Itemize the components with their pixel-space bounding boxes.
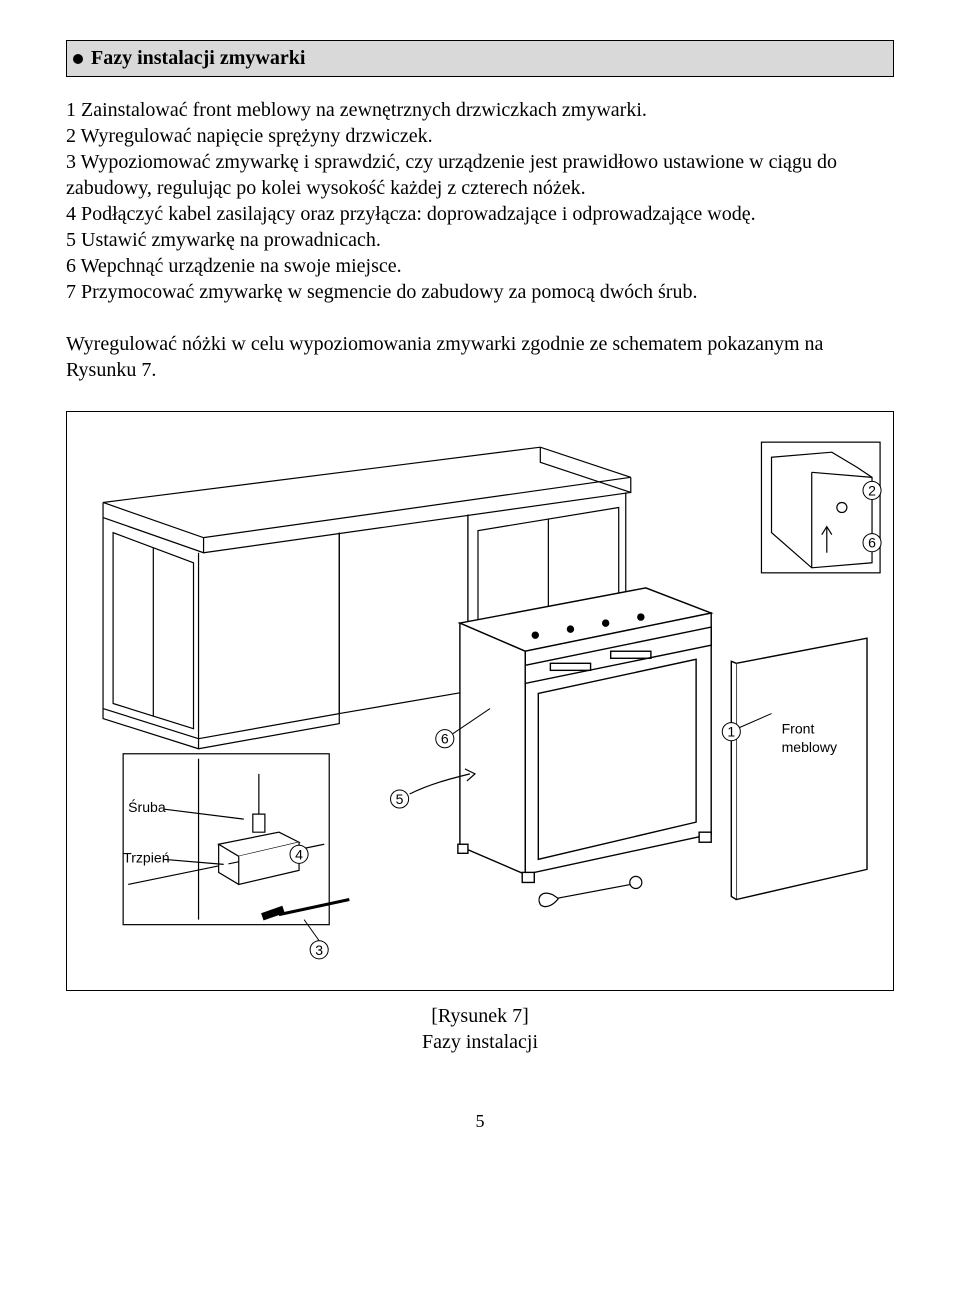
note-text: Wyregulować nóżki w celu wypoziomowania … [66, 331, 894, 383]
page: Fazy instalacji zmywarki 1 Zainstalować … [0, 0, 960, 1162]
callout-2: 2 [868, 482, 876, 498]
callout-1: 1 [727, 724, 735, 740]
step-5: 5 Ustawić zmywarkę na prowadnicach. [66, 227, 894, 253]
figure-svg: 1 Front meblowy 2 6 [67, 412, 893, 990]
step-4: 4 Podłączyć kabel zasilający oraz przyłą… [66, 201, 894, 227]
page-number: 5 [66, 1111, 894, 1132]
step-6: 6 Wepchnąć urządzenie na swoje miejsce. [66, 253, 894, 279]
caption-line2: Fazy instalacji [66, 1029, 894, 1055]
step-7: 7 Przymocować zmywarkę w segmencie do za… [66, 279, 894, 305]
step-3: 3 Wypoziomować zmywarkę i sprawdzić, czy… [66, 149, 894, 201]
figure-caption: [Rysunek 7] Fazy instalacji [66, 1003, 894, 1055]
callout-3: 3 [315, 942, 323, 958]
figure-7: 1 Front meblowy 2 6 [66, 411, 894, 991]
callout-6: 6 [441, 731, 449, 747]
label-front-2: meblowy [782, 739, 837, 755]
caption-line1: [Rysunek 7] [66, 1003, 894, 1029]
step-2: 2 Wyregulować napięcie sprężyny drzwicze… [66, 123, 894, 149]
label-front-1: Front [782, 721, 815, 737]
callout-6-top: 6 [868, 535, 876, 551]
section-header-bar: Fazy instalacji zmywarki [66, 40, 894, 77]
steps-block: 1 Zainstalować front meblowy na zewnętrz… [66, 97, 894, 305]
section-title: Fazy instalacji zmywarki [91, 47, 305, 70]
label-trzpien: Trzpień [123, 849, 169, 865]
callout-5: 5 [396, 791, 404, 807]
label-sruba: Śruba [128, 798, 166, 815]
step-1: 1 Zainstalować front meblowy na zewnętrz… [66, 97, 894, 123]
callout-4: 4 [295, 846, 303, 862]
bullet-icon [73, 54, 83, 64]
